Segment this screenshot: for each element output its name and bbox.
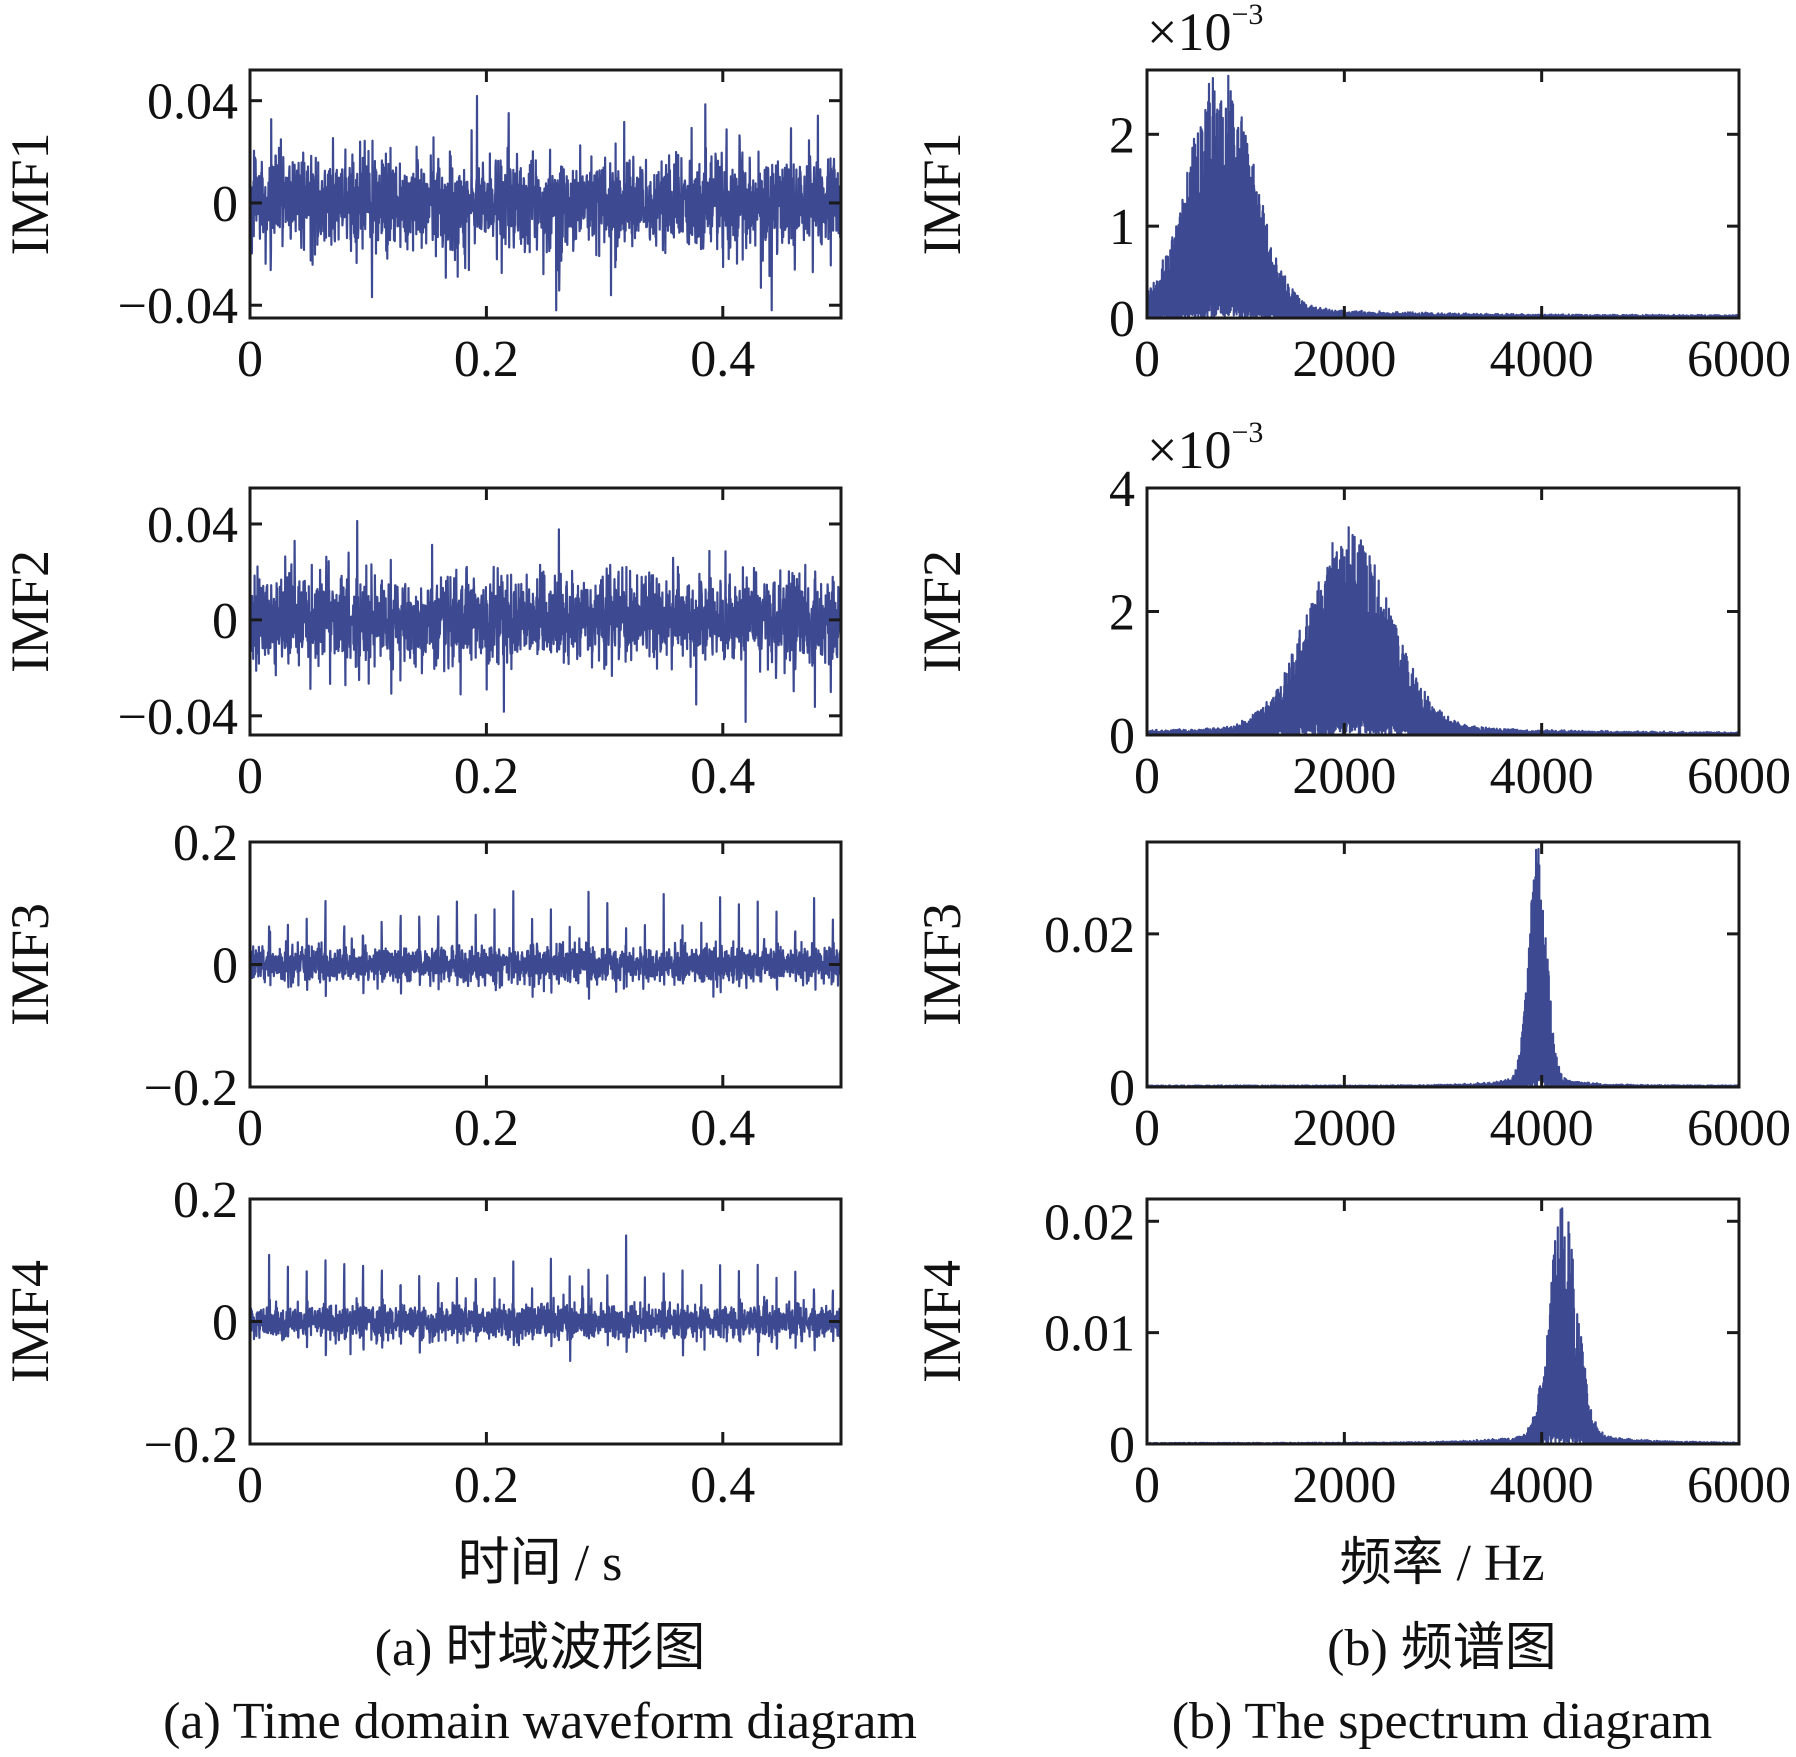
imf2-spectrum-panel: 0 2000 4000 6000 0 2 4 IMF2 ×10−3 — [912, 416, 1791, 805]
imf3-spectrum-ytick-label: 0.02 — [1044, 907, 1135, 964]
imf1-time-series-line — [250, 94, 841, 312]
imf3-spectrum-series-line — [1147, 847, 1739, 1087]
imf1-spectrum-ytick-label: 1 — [1109, 199, 1135, 256]
imf4-spectrum-panel: 0 2000 4000 6000 0 0.01 0.02 IMF4 — [912, 1194, 1791, 1514]
imf4-spectrum-xtick-label: 2000 — [1292, 1457, 1396, 1514]
imf1-spectrum-xtick-label: 6000 — [1687, 331, 1791, 388]
imf4-time-ylabel: IMF4 — [0, 1260, 60, 1383]
left-caption-en: (a) Time domain waveform diagram — [163, 1693, 917, 1750]
imf3-spectrum-axes-frame — [1145, 840, 1741, 1089]
imf4-time-ytick-label: −0.2 — [144, 1417, 238, 1474]
imf3-spectrum-xtick-label: 0 — [1134, 1100, 1160, 1157]
imf3-time-xtick-label: 0.2 — [454, 1100, 519, 1157]
imf2-spectrum-ytick-label: 4 — [1109, 461, 1135, 518]
imf2-spectrum-ytick-label: 2 — [1109, 585, 1135, 642]
imf2-time-xtick-label: 0.4 — [690, 748, 755, 805]
imf1-time-ylabel: IMF1 — [0, 132, 60, 255]
imf4-spectrum-series-line — [1147, 1207, 1739, 1444]
imf4-time-xtick-label: 0 — [237, 1457, 263, 1514]
imf4-spectrum-ytick-label: 0.01 — [1044, 1306, 1135, 1363]
imf1-time-xtick-label: 0.4 — [690, 331, 755, 388]
imf3-time-ytick-label: 0.2 — [173, 815, 238, 872]
imf2-spectrum-series-line — [1147, 526, 1739, 735]
imf3-time-ytick-label: 0 — [212, 938, 238, 995]
imf4-time-ytick-label: 0.2 — [173, 1172, 238, 1229]
imf1-spectrum-series-line — [1147, 74, 1739, 318]
imf4-spectrum-ytick-label: 0.02 — [1044, 1194, 1135, 1251]
imf2-time-series-line — [250, 519, 841, 723]
imf1-time-ytick-label: 0 — [212, 176, 238, 233]
imf2-time-ytick-label: 0.04 — [147, 497, 238, 554]
imf2-spectrum-xtick-label: 2000 — [1292, 748, 1396, 805]
imf3-time-xtick-label: 0 — [237, 1100, 263, 1157]
imf4-time-series-line — [250, 1234, 841, 1362]
imf4-time-ytick-label: 0 — [212, 1295, 238, 1352]
imf3-spectrum-xtick-label: 2000 — [1292, 1100, 1396, 1157]
imf2-spectrum-axes-frame — [1145, 486, 1741, 737]
imf1-spectrum-ytick-label: 2 — [1109, 107, 1135, 164]
imf3-time-ytick-label: −0.2 — [144, 1060, 238, 1117]
imf1-spectrum-scale-exponent: −3 — [1231, 0, 1263, 31]
imf4-spectrum-xtick-label: 6000 — [1687, 1457, 1791, 1514]
imf3-spectrum-xtick-label: 4000 — [1490, 1100, 1594, 1157]
imf2-spectrum-ylabel: IMF2 — [912, 550, 972, 673]
imf2-time-ytick-label: 0 — [212, 593, 238, 650]
imf3-spectrum-xtick-label: 6000 — [1687, 1100, 1791, 1157]
imf1-time-ytick-label: 0.04 — [147, 74, 238, 131]
imf1-spectrum-ylabel: IMF1 — [912, 132, 972, 255]
imf1-spectrum-panel: 0 2000 4000 6000 0 1 2 IMF1 ×10−3 — [912, 0, 1791, 388]
imf2-spectrum-scale-label: ×10−3 — [1147, 416, 1263, 480]
imf4-time-xtick-label: 0.4 — [690, 1457, 755, 1514]
imf1-spectrum-ytick-label: 0 — [1109, 291, 1135, 348]
imf1-time-xtick-label: 0.2 — [454, 331, 519, 388]
imf3-spectrum-ytick-label: 0 — [1109, 1060, 1135, 1117]
imf1-time-axes-frame — [248, 68, 843, 320]
imf3-spectrum-ylabel: IMF3 — [912, 903, 972, 1026]
imf4-spectrum-ytick-label: 0 — [1109, 1417, 1135, 1474]
imf2-time-xtick-label: 0.2 — [454, 748, 519, 805]
right-caption-zh: (b) 频谱图 — [1327, 1620, 1557, 1677]
left-caption-zh: (a) 时域波形图 — [375, 1620, 706, 1677]
right-xaxis-title: 频率 / Hz — [1339, 1535, 1544, 1592]
imf3-time-xtick-label: 0.4 — [690, 1100, 755, 1157]
imf1-spectrum-xtick-label: 4000 — [1490, 331, 1594, 388]
imf1-spectrum-xtick-label: 2000 — [1292, 331, 1396, 388]
imf1-spectrum-scale-label: ×10−3 — [1147, 0, 1263, 62]
imf3-time-ylabel: IMF3 — [0, 903, 60, 1026]
imf4-spectrum-ylabel: IMF4 — [912, 1260, 972, 1383]
imf4-spectrum-xtick-label: 4000 — [1490, 1457, 1594, 1514]
imf2-spectrum-xtick-label: 0 — [1134, 748, 1160, 805]
imf2-time-axes-frame — [248, 486, 843, 737]
imf2-time-xtick-label: 0 — [237, 748, 263, 805]
imf4-spectrum-axes-frame — [1145, 1197, 1741, 1446]
imf2-spectrum-xtick-label: 6000 — [1687, 748, 1791, 805]
right-caption-en: (b) The spectrum diagram — [1172, 1693, 1713, 1750]
imf2-time-ytick-label: −0.04 — [118, 689, 238, 746]
imf4-time-xtick-label: 0.2 — [454, 1457, 519, 1514]
imf2-spectrum-scale-exponent: −3 — [1231, 416, 1263, 449]
imf3-time-series-line — [250, 890, 841, 1000]
imf3-spectrum-panel: 0 2000 4000 6000 0 0.02 IMF3 — [912, 840, 1791, 1157]
imf2-spectrum-xtick-label: 4000 — [1490, 748, 1594, 805]
imf1-spectrum-axes-frame — [1145, 68, 1741, 320]
imf1-spectrum-xtick-label: 0 — [1134, 331, 1160, 388]
imf1-time-ytick-label: −0.04 — [118, 278, 238, 335]
left-xaxis-title: 时间 / s — [458, 1535, 623, 1592]
imf2-spectrum-ytick-label: 0 — [1109, 708, 1135, 765]
imf4-spectrum-xtick-label: 0 — [1134, 1457, 1160, 1514]
imf2-time-ylabel: IMF2 — [0, 550, 60, 673]
imf1-time-xtick-label: 0 — [237, 331, 263, 388]
